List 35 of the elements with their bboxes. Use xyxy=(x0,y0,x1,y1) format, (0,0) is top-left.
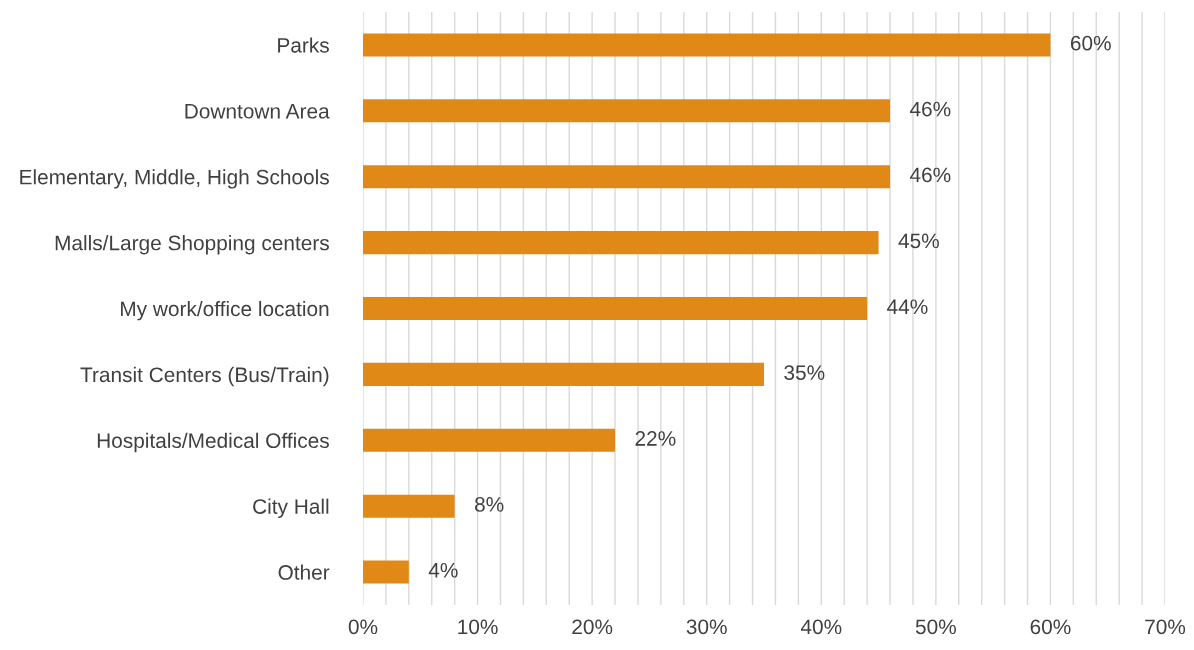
bar xyxy=(363,428,616,452)
bar xyxy=(363,362,764,386)
y-tick-label: City Hall xyxy=(253,498,329,519)
x-tick-label: 10% xyxy=(458,619,498,635)
x-tick-label: 20% xyxy=(572,619,613,635)
bar xyxy=(363,296,868,321)
y-tick-label: Malls/Large Shopping centers xyxy=(55,235,329,255)
y-tick-label: My work/office location xyxy=(121,300,329,321)
data-label: 4% xyxy=(428,562,458,578)
x-tick-label: 0% xyxy=(348,619,378,635)
y-tick-label: Other xyxy=(278,564,330,580)
x-tick-label: 60% xyxy=(1030,619,1071,635)
y-tick-label: Elementary, Middle, High Schools xyxy=(20,169,329,189)
x-tick-label: 50% xyxy=(915,619,956,635)
data-label: 46% xyxy=(909,101,951,117)
bar xyxy=(363,165,891,189)
data-label: 60% xyxy=(1070,35,1111,51)
data-label: 35% xyxy=(784,365,825,380)
x-tick-label: 40% xyxy=(800,619,842,635)
x-tick-label: 30% xyxy=(686,619,727,635)
y-tick-label: Parks xyxy=(278,37,329,53)
bar xyxy=(363,231,879,255)
bar xyxy=(363,33,1051,57)
data-label: 22% xyxy=(635,431,676,446)
data-label: 46% xyxy=(909,167,951,183)
y-tick-label: Downtown Area xyxy=(185,104,330,119)
bar xyxy=(363,99,891,123)
y-tick-label: Hospitals/Medical Offices xyxy=(97,432,329,453)
bar xyxy=(363,560,409,584)
data-label: 45% xyxy=(898,233,939,249)
x-tick-label: 70% xyxy=(1145,619,1186,635)
data-label: 44% xyxy=(887,299,928,315)
y-tick-label: Transit Centers (Bus/Train) xyxy=(80,366,329,387)
bar xyxy=(363,494,455,518)
data-label: 8% xyxy=(475,497,504,512)
